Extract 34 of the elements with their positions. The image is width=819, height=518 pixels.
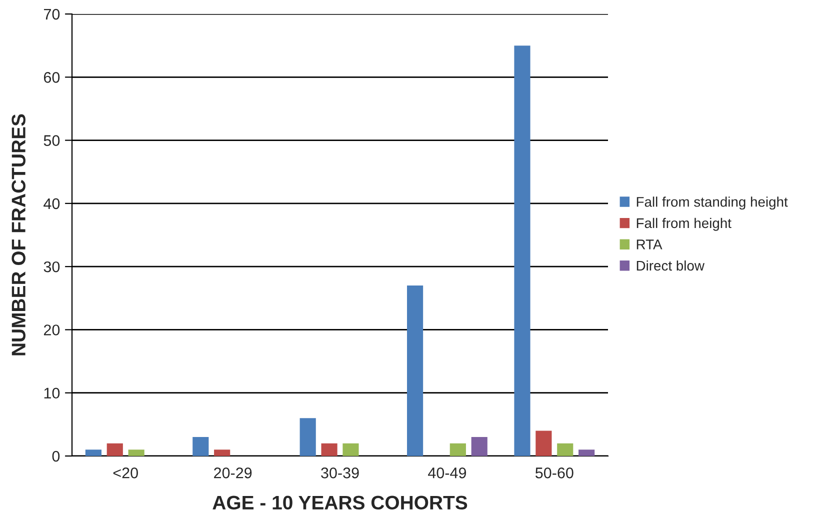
bar [300, 418, 316, 456]
bar [192, 437, 209, 456]
y-tick-label: 30 [44, 261, 60, 272]
bar [342, 443, 359, 456]
bar [450, 443, 466, 456]
legend-label: Fall from standing height [636, 196, 788, 210]
y-tick-label: 40 [44, 198, 60, 210]
legend-label: Direct blow [636, 260, 705, 271]
x-tick-label: <20 [113, 468, 138, 478]
bar [128, 450, 144, 456]
bar [214, 450, 230, 456]
y-tick-label: 20 [44, 324, 60, 336]
bar [407, 286, 424, 456]
bar [471, 437, 488, 456]
legend-label: RTA [636, 240, 662, 250]
x-tick-label: 50-60 [535, 468, 574, 478]
y-tick-label: 0 [52, 450, 60, 462]
x-axis-title: AGE - 10 YEARS COHORTS [212, 496, 468, 510]
y-tick-label: 70 [44, 8, 60, 20]
bar [557, 443, 574, 456]
bar [321, 443, 338, 456]
bar [578, 450, 595, 456]
y-tick-label: 10 [44, 388, 60, 399]
x-tick-label: 20-29 [214, 468, 252, 478]
x-tick-label: 40-49 [428, 468, 466, 478]
y-tick-label: 60 [44, 72, 60, 83]
y-tick-label: 50 [44, 135, 60, 146]
x-tick-label: 30-39 [321, 468, 359, 478]
bar [514, 46, 530, 456]
legend-label: Fall from height [636, 218, 732, 231]
bar [106, 443, 123, 456]
bar [85, 450, 102, 456]
y-axis-title: NUMBER OF FRACTURES [12, 114, 26, 356]
bar [536, 430, 552, 456]
